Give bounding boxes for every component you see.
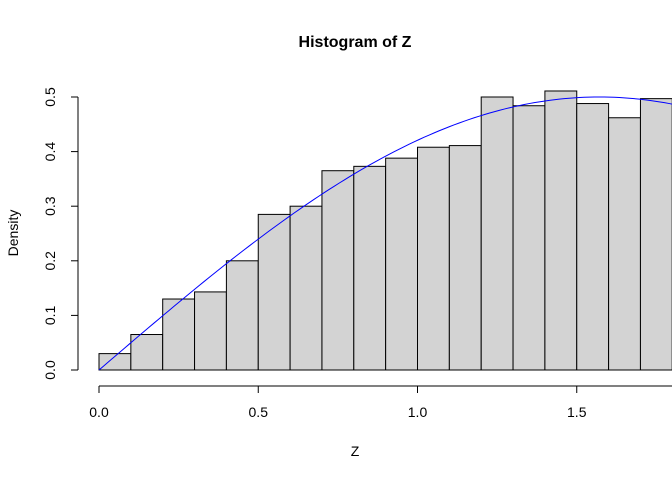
histogram-bar — [512, 105, 546, 371]
histogram-bar — [130, 334, 164, 371]
histogram-bar — [225, 260, 259, 371]
chart-title: Histogram of Z — [299, 34, 412, 51]
y-tick-label: 0.4 — [42, 142, 58, 162]
histogram-bar — [194, 291, 227, 371]
histogram-bar — [480, 96, 514, 371]
histogram-bar — [321, 170, 355, 371]
y-tick-label: 0.2 — [42, 251, 58, 271]
histogram-bar — [639, 98, 672, 371]
histogram-bar — [544, 90, 578, 371]
y-axis-label: Density — [5, 210, 21, 257]
histogram-bar — [289, 205, 323, 371]
y-tick-label: 0.3 — [42, 196, 58, 216]
x-tick-label: 0.0 — [89, 404, 109, 420]
y-axis: 0.0 0.1 0.2 0.3 0.4 0.5 — [42, 87, 79, 380]
y-tick-label: 0.5 — [42, 87, 58, 107]
x-tick-label: 0.5 — [249, 404, 269, 420]
x-axis: 0.00.51.01.52.02.53.0 — [89, 385, 672, 420]
histogram-bars — [98, 90, 672, 371]
histogram-bar — [257, 213, 291, 371]
x-tick-label: 1.0 — [408, 404, 428, 420]
histogram-bar — [608, 117, 641, 371]
density-curve — [98, 96, 672, 371]
x-tick-label: 1.5 — [567, 404, 587, 420]
y-tick-label: 0.1 — [42, 305, 58, 325]
x-axis-label: Z — [351, 443, 360, 459]
histogram-bar — [417, 146, 450, 371]
y-tick-label: 0.0 — [42, 360, 58, 380]
histogram-bar — [162, 298, 196, 371]
histogram-bar — [385, 157, 418, 371]
histogram-bar — [576, 103, 610, 371]
histogram-bar — [448, 145, 482, 371]
histogram-bar — [353, 165, 387, 371]
density-curve-layer — [98, 96, 672, 371]
